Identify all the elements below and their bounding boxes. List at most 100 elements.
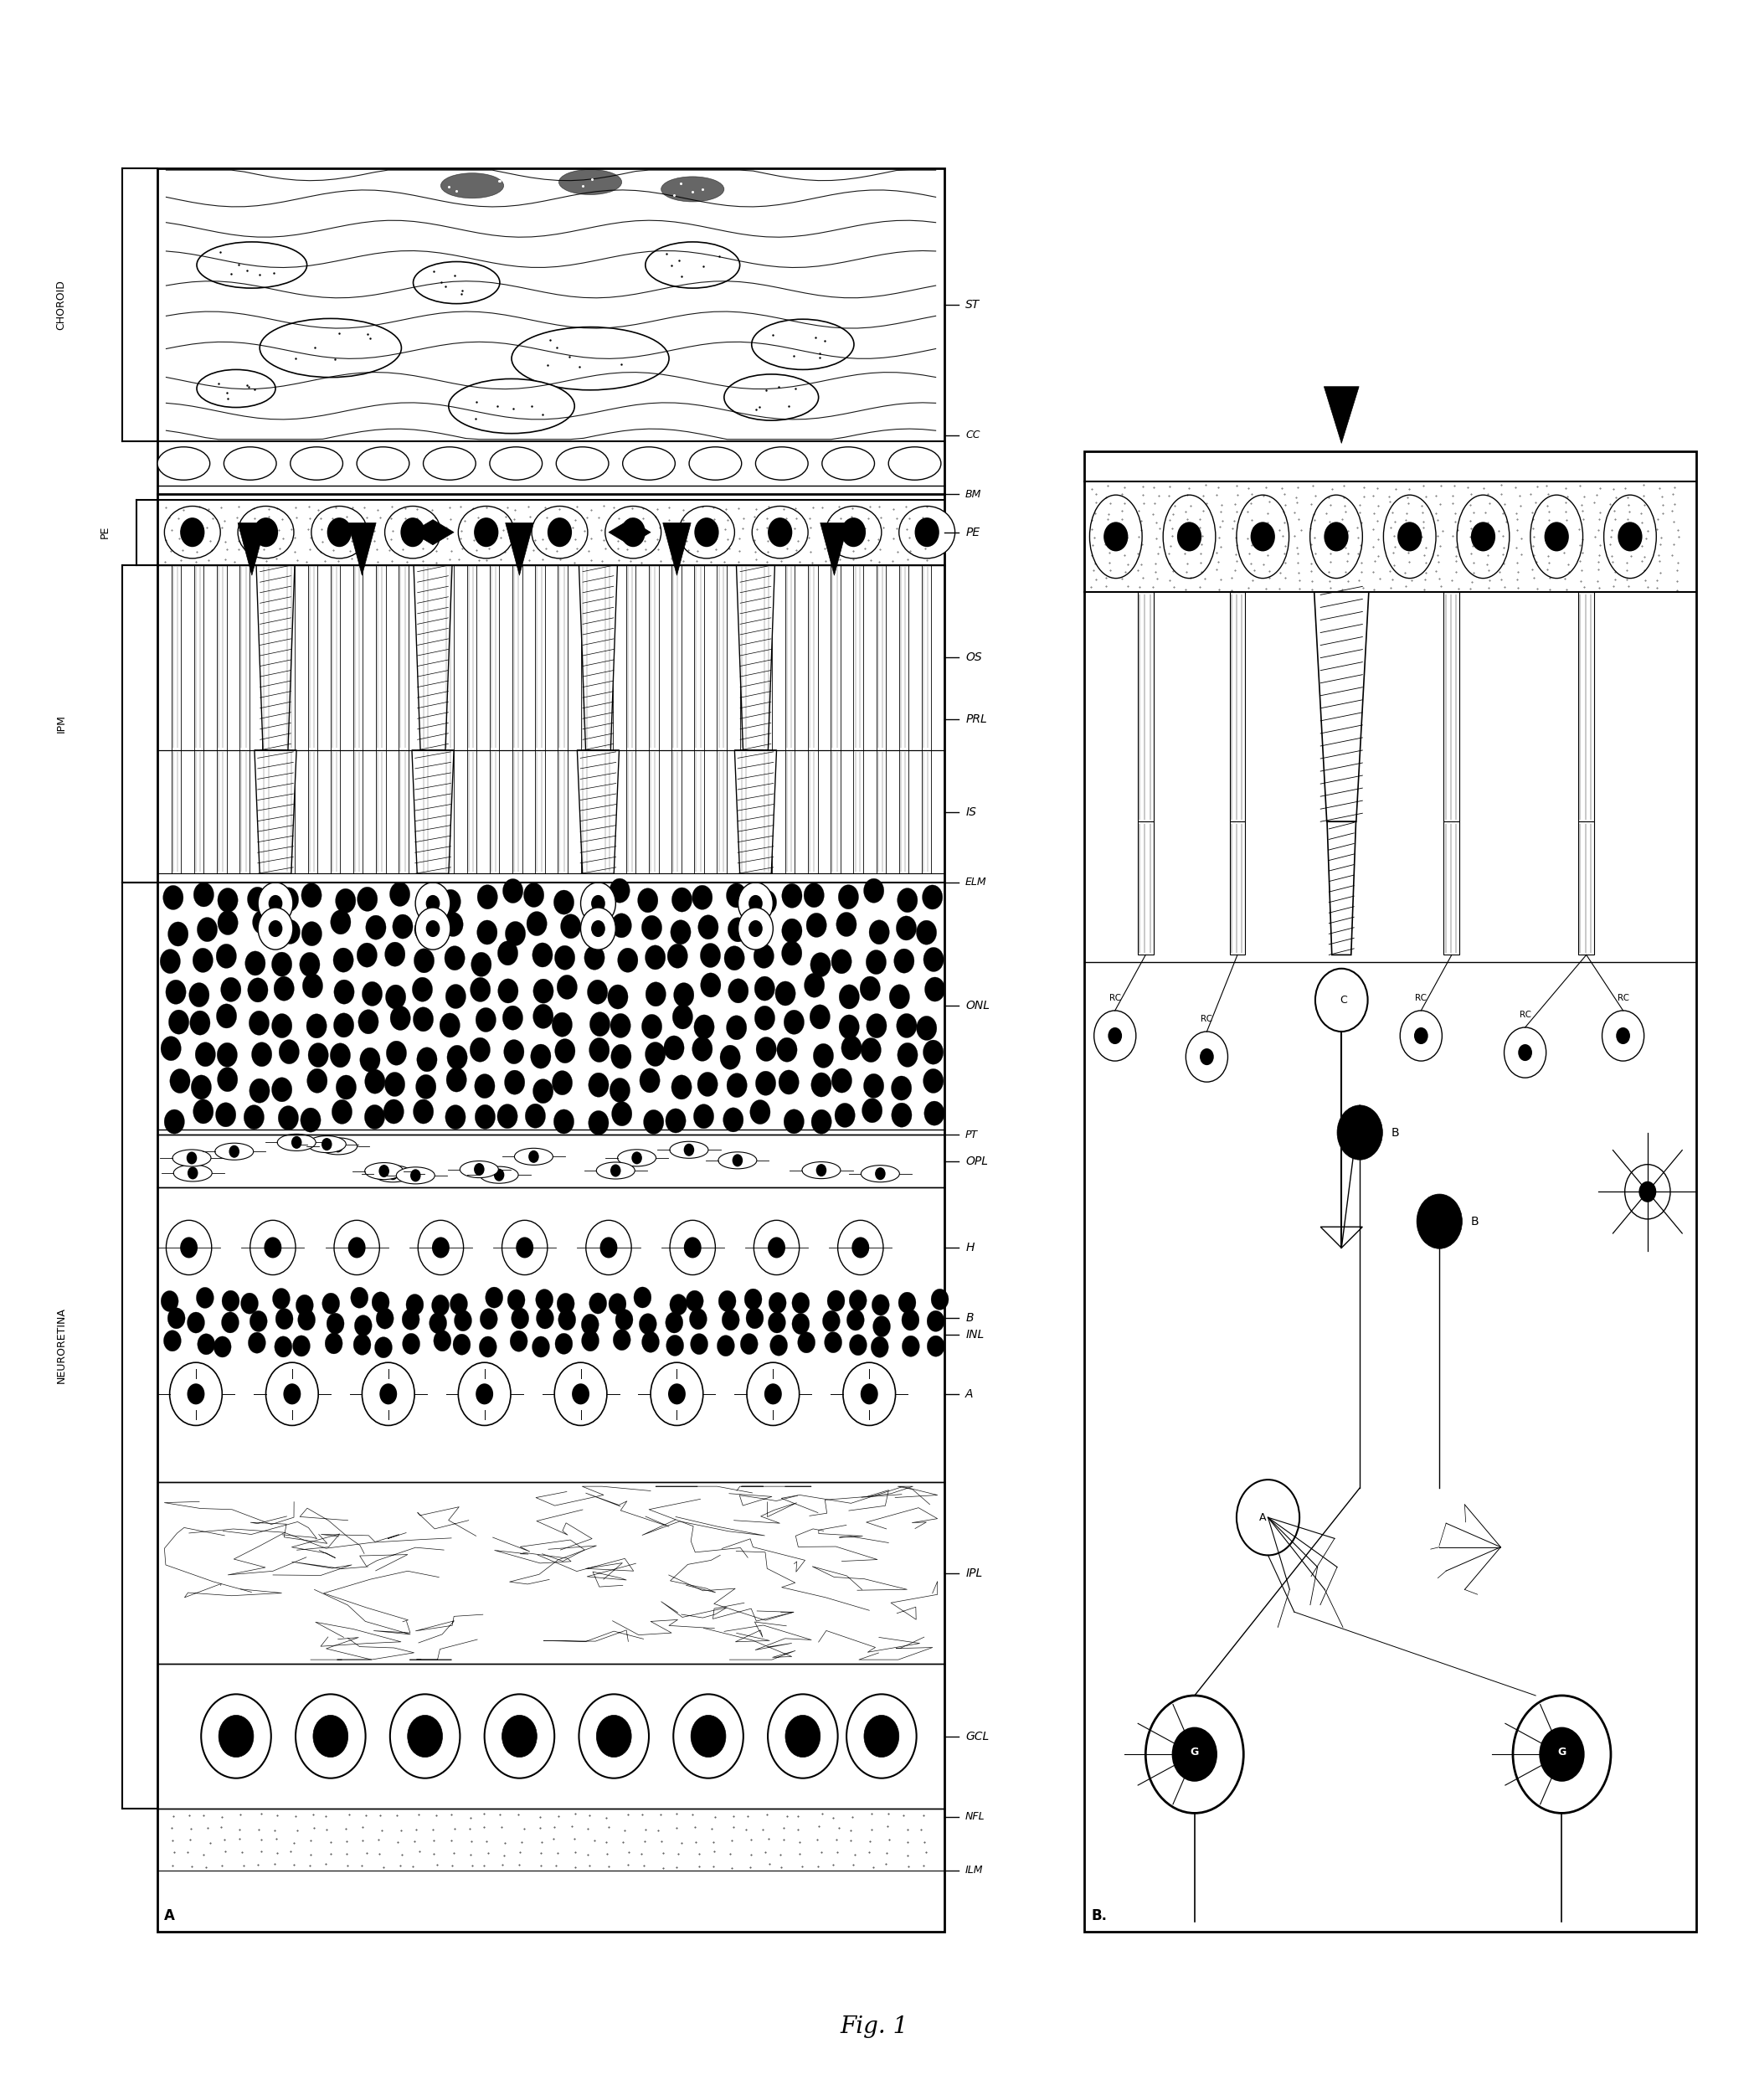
Ellipse shape (374, 1166, 413, 1182)
Circle shape (584, 945, 605, 970)
Circle shape (581, 882, 616, 924)
Circle shape (390, 1695, 460, 1779)
Circle shape (507, 1289, 525, 1310)
Circle shape (1471, 523, 1495, 552)
Circle shape (269, 920, 282, 937)
Circle shape (245, 951, 266, 977)
Circle shape (554, 945, 575, 970)
Circle shape (930, 1289, 948, 1310)
Circle shape (322, 1138, 332, 1151)
Polygon shape (735, 750, 777, 874)
Bar (1139, 592, 1154, 821)
Bar (353, 750, 364, 874)
Circle shape (166, 1220, 212, 1275)
Circle shape (916, 920, 937, 945)
Circle shape (822, 1310, 840, 1331)
Bar (558, 750, 567, 874)
Circle shape (528, 1151, 539, 1163)
Circle shape (670, 1220, 715, 1275)
Ellipse shape (357, 447, 409, 481)
Circle shape (610, 1163, 621, 1176)
Bar (672, 565, 680, 750)
Circle shape (1618, 523, 1642, 552)
Circle shape (764, 1384, 782, 1405)
Text: Fig. 1: Fig. 1 (841, 2016, 908, 2037)
Circle shape (847, 1695, 916, 1779)
Circle shape (888, 985, 909, 1008)
Circle shape (694, 1105, 714, 1128)
Circle shape (892, 1075, 911, 1100)
Circle shape (633, 1287, 651, 1308)
Ellipse shape (1383, 496, 1436, 578)
Circle shape (1399, 1010, 1443, 1060)
Circle shape (334, 1012, 353, 1037)
Circle shape (275, 977, 294, 1002)
Circle shape (586, 1220, 631, 1275)
Circle shape (434, 1329, 451, 1350)
Circle shape (402, 1334, 420, 1354)
Circle shape (252, 909, 273, 934)
Circle shape (665, 1312, 682, 1334)
Circle shape (373, 1292, 390, 1312)
Circle shape (533, 1079, 553, 1102)
Polygon shape (1313, 592, 1369, 821)
Circle shape (408, 1716, 442, 1758)
Ellipse shape (173, 1166, 212, 1182)
Bar (1445, 592, 1459, 821)
Circle shape (271, 951, 292, 977)
Circle shape (504, 1071, 525, 1094)
Circle shape (785, 1716, 820, 1758)
Circle shape (432, 1296, 449, 1317)
Bar (626, 750, 637, 874)
Text: ONL: ONL (965, 1000, 990, 1012)
Ellipse shape (385, 506, 441, 559)
Circle shape (196, 1287, 213, 1308)
Bar (626, 565, 637, 750)
Circle shape (691, 1334, 708, 1354)
Polygon shape (505, 523, 533, 575)
Circle shape (292, 1136, 303, 1149)
Circle shape (547, 517, 572, 546)
Bar (1084, 452, 1697, 1932)
Bar (1230, 821, 1245, 956)
Text: ELM: ELM (965, 878, 986, 888)
Circle shape (1413, 1027, 1427, 1044)
Circle shape (275, 1336, 292, 1357)
Circle shape (864, 878, 883, 903)
Circle shape (533, 979, 553, 1004)
Circle shape (325, 1334, 343, 1354)
Circle shape (1417, 1195, 1462, 1250)
Ellipse shape (689, 447, 742, 481)
Text: INL: INL (965, 1329, 985, 1340)
Circle shape (866, 949, 887, 974)
Bar (581, 565, 589, 750)
Circle shape (813, 1044, 834, 1069)
Circle shape (1104, 523, 1128, 552)
Circle shape (792, 1312, 810, 1334)
Circle shape (479, 1308, 497, 1329)
Bar (240, 750, 250, 874)
Bar (490, 750, 500, 874)
Circle shape (768, 1312, 785, 1334)
Ellipse shape (157, 447, 210, 481)
Circle shape (250, 1220, 296, 1275)
Circle shape (684, 1237, 701, 1258)
Circle shape (738, 907, 773, 949)
Ellipse shape (512, 328, 668, 391)
Circle shape (229, 1145, 240, 1157)
Circle shape (387, 1042, 406, 1065)
Polygon shape (609, 519, 651, 544)
Circle shape (301, 884, 322, 907)
Circle shape (612, 1102, 631, 1126)
Circle shape (526, 911, 547, 937)
Circle shape (532, 943, 553, 968)
Ellipse shape (756, 447, 808, 481)
Circle shape (722, 1107, 743, 1132)
Bar (763, 565, 771, 750)
Circle shape (1237, 1480, 1300, 1556)
Bar (785, 750, 794, 874)
Circle shape (589, 1037, 609, 1063)
Text: A: A (965, 1388, 974, 1401)
Circle shape (798, 1331, 815, 1352)
Circle shape (747, 1308, 764, 1329)
